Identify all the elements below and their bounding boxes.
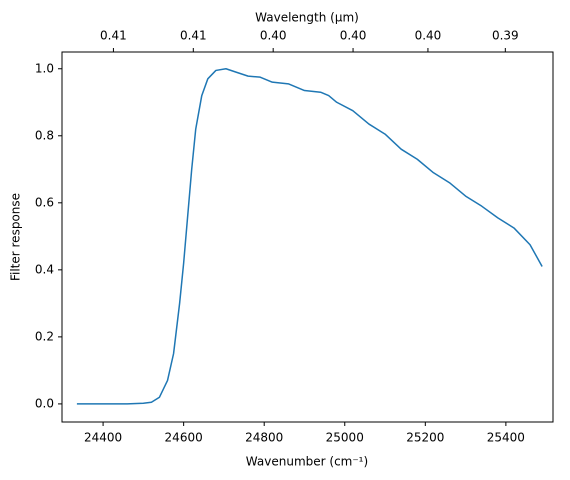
- x-tick-label: 24800: [245, 431, 283, 445]
- x2-axis-label: Wavelength (μm): [255, 11, 359, 25]
- x2-tick-label: 0.39: [492, 29, 519, 43]
- x2-tick-label: 0.40: [340, 29, 367, 43]
- x-tick-label: 24600: [165, 431, 203, 445]
- x-tick-label: 25200: [406, 431, 444, 445]
- x-tick-label: 25000: [326, 431, 364, 445]
- x-tick-label: 25400: [487, 431, 525, 445]
- x-axis-label: Wavenumber (cm⁻¹): [246, 455, 368, 469]
- y-tick-label: 0.2: [35, 329, 54, 343]
- y-tick-label: 0.4: [35, 262, 54, 276]
- x2-tick-label: 0.41: [100, 29, 127, 43]
- x2-tick-label: 0.40: [260, 29, 287, 43]
- y-tick-label: 0.0: [35, 396, 54, 410]
- x2-tick-label: 0.40: [415, 29, 442, 43]
- y-tick-label: 0.6: [35, 195, 54, 209]
- y-tick-label: 1.0: [35, 61, 54, 75]
- plot-frame: [61, 51, 554, 423]
- data-line: [76, 68, 543, 405]
- y-axis-label: Filter response: [9, 193, 23, 281]
- x-tick-label: 24400: [84, 431, 122, 445]
- y-tick-label: 0.8: [35, 128, 54, 142]
- x2-tick-label: 0.41: [180, 29, 207, 43]
